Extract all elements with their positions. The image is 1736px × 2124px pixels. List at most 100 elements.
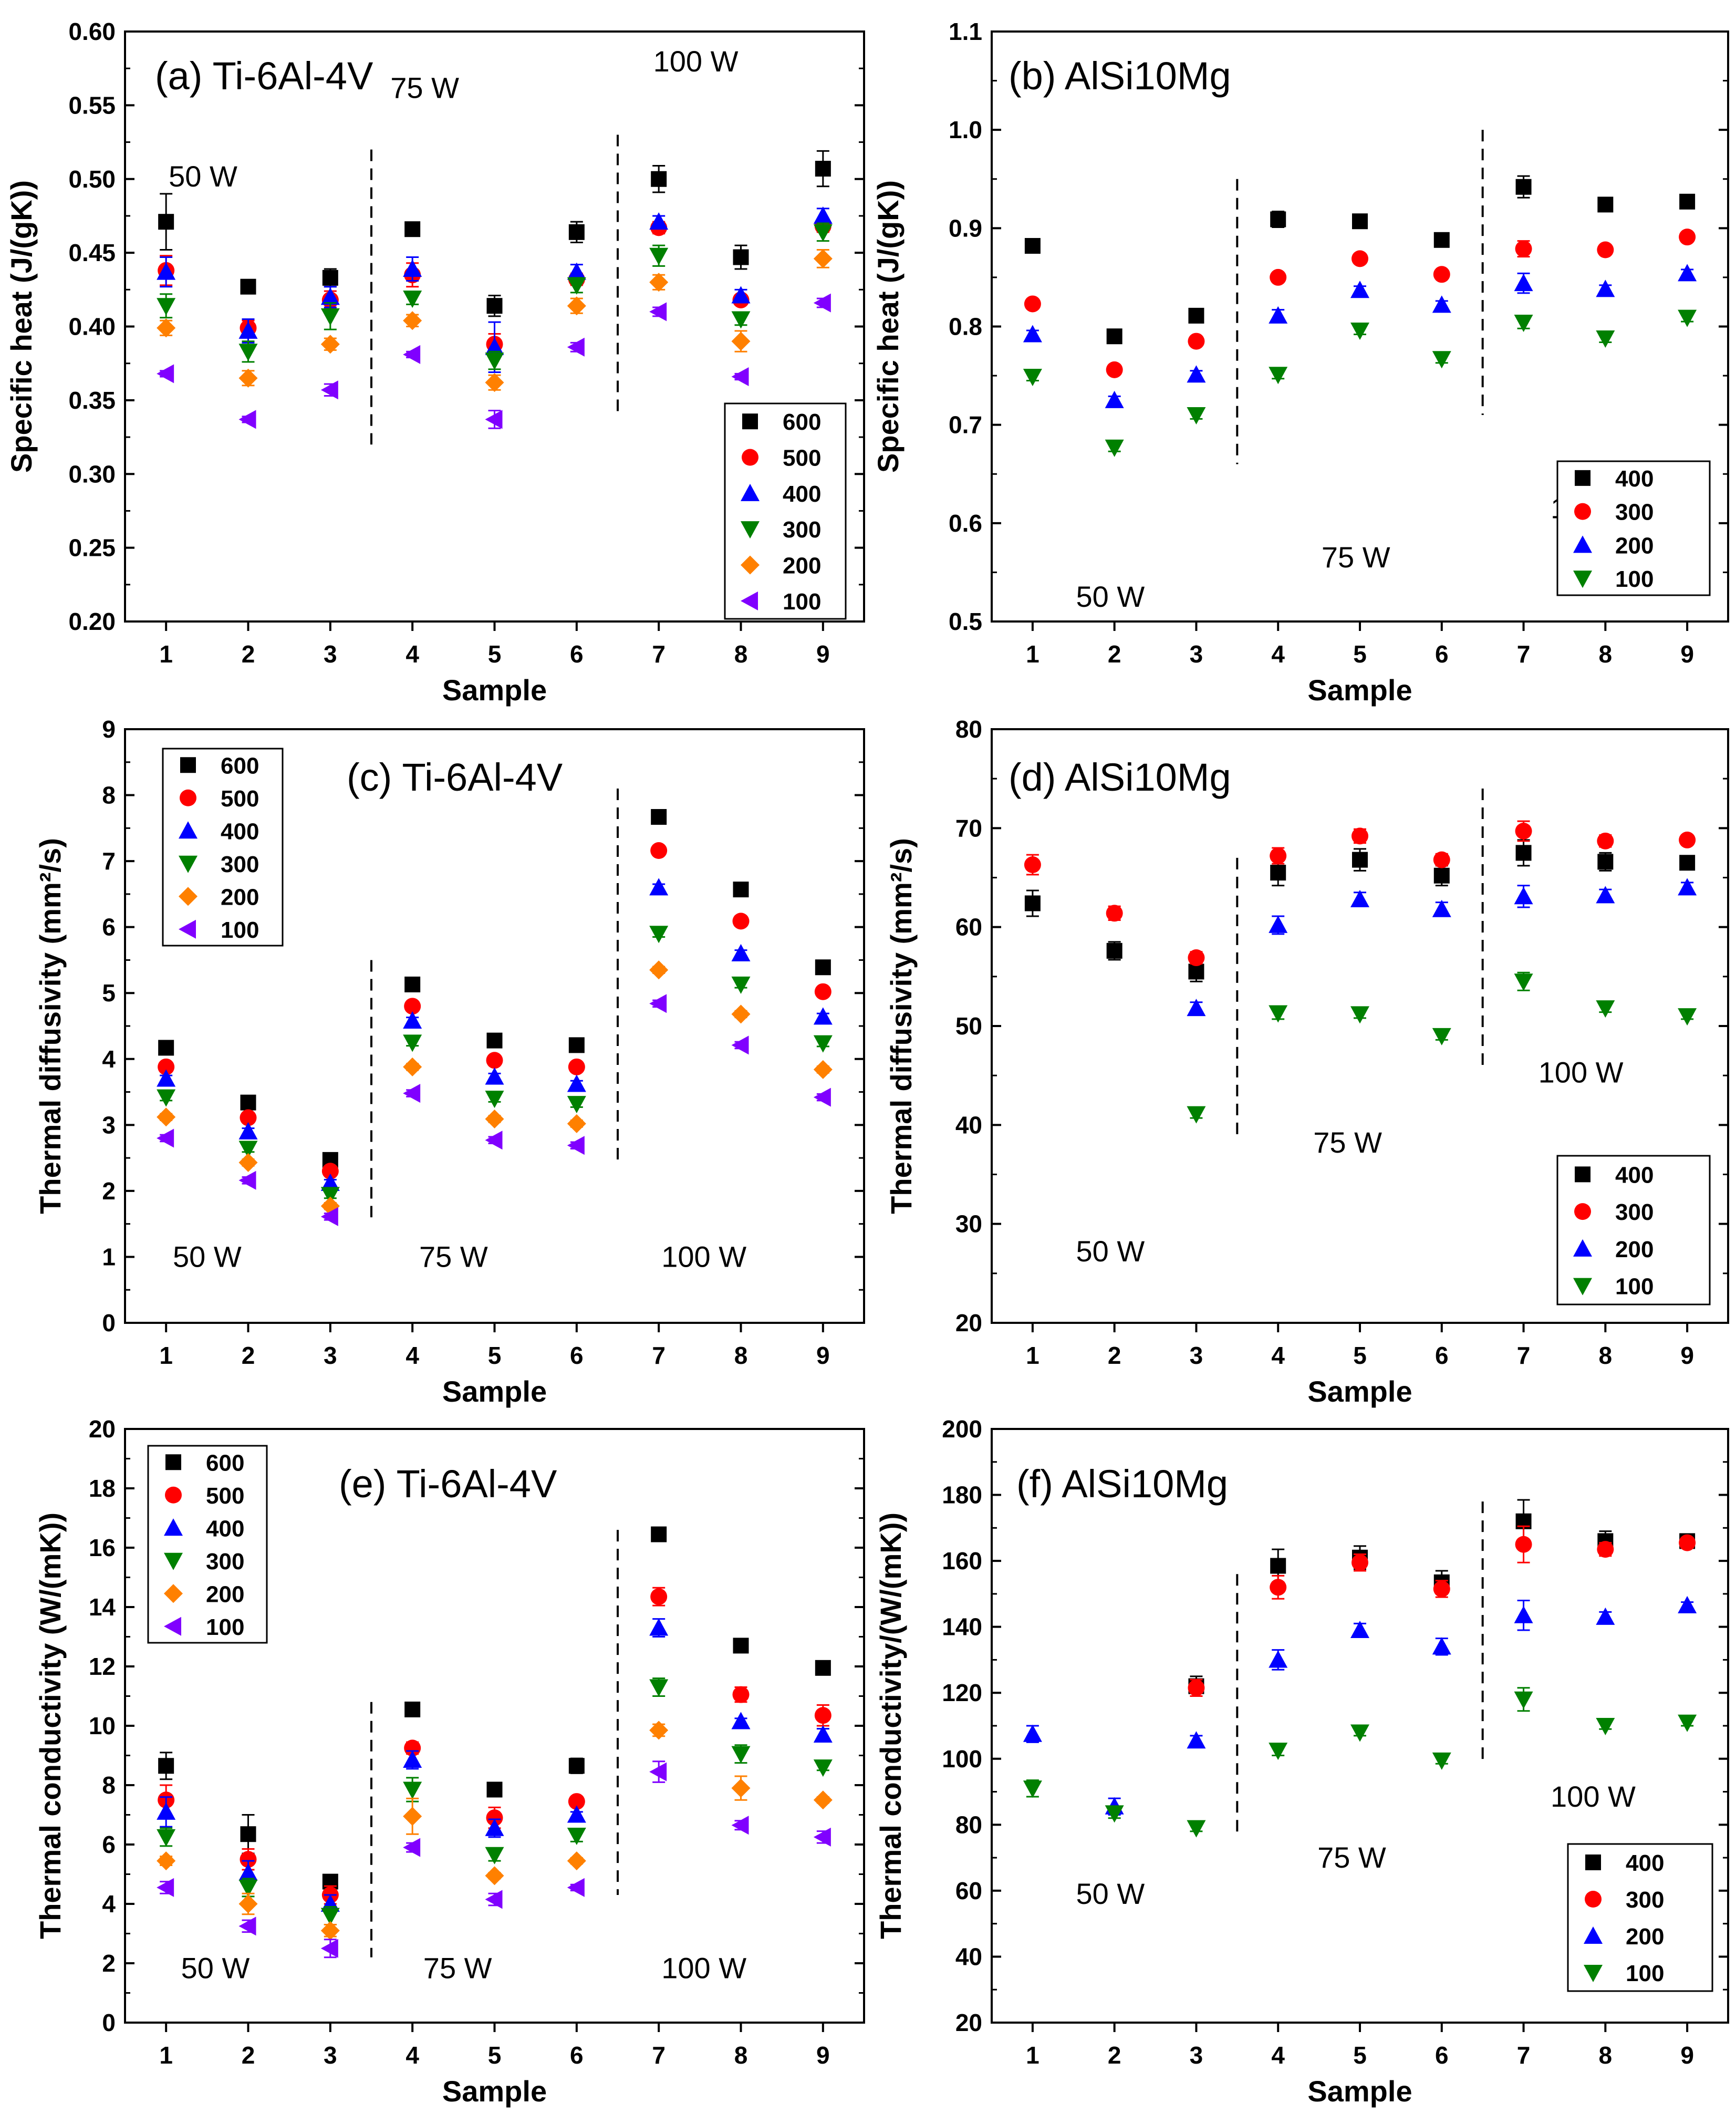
data-point	[731, 367, 749, 386]
y-tick-label: 0.20	[68, 608, 116, 635]
data-point	[1514, 274, 1533, 292]
data-point	[158, 214, 174, 230]
data-point	[1432, 1637, 1451, 1655]
laser-power-label: 75 W	[1313, 1126, 1382, 1159]
legend-marker	[1573, 1278, 1592, 1296]
data-point	[1269, 1650, 1288, 1668]
data-point	[731, 311, 751, 329]
data-point	[320, 287, 340, 305]
y-tick-label: 40	[955, 1943, 982, 1970]
laser-power-label: 75 W	[423, 1951, 492, 1984]
data-point	[403, 1011, 422, 1029]
data-point	[1514, 973, 1533, 991]
data-point	[1187, 1731, 1206, 1749]
data-point	[813, 1060, 833, 1079]
data-point	[1515, 179, 1532, 195]
data-point	[240, 1826, 256, 1842]
x-tick-label: 5	[1353, 2042, 1367, 2069]
data-point	[485, 353, 504, 370]
y-tick-label: 18	[89, 1475, 116, 1502]
data-point	[567, 1114, 586, 1133]
x-tick-label: 9	[1680, 640, 1694, 668]
data-point	[1350, 322, 1369, 340]
x-tick-label: 5	[1353, 1342, 1367, 1369]
y-tick-label: 40	[955, 1111, 982, 1138]
data-point	[238, 368, 258, 388]
legend-label: 300	[206, 1549, 244, 1574]
data-point	[1188, 963, 1204, 980]
data-point	[240, 1851, 257, 1868]
x-tick-label: 6	[570, 1342, 584, 1369]
laser-power-label: 100 W	[1539, 1055, 1624, 1089]
data-point	[1269, 306, 1288, 324]
legend: 600 500 400 300 200 100	[147, 1445, 268, 1644]
y-axis-title: Specific heat (J/(gK))	[5, 180, 38, 473]
x-tick-label: 8	[734, 640, 748, 668]
x-tick-label: 9	[816, 640, 830, 668]
legend-label: 600	[221, 753, 259, 779]
data-point	[1433, 232, 1450, 248]
y-tick-label: 0.55	[68, 91, 116, 119]
data-point	[158, 1758, 174, 1774]
legend-marker	[741, 483, 760, 501]
data-point	[1596, 1607, 1615, 1625]
data-point	[157, 364, 174, 384]
x-tick-label: 4	[1271, 640, 1285, 668]
data-point	[813, 249, 833, 268]
y-tick-label: 0.30	[68, 460, 116, 488]
x-tick-label: 7	[652, 640, 666, 668]
y-tick-label: 10	[89, 1712, 116, 1739]
data-point	[567, 1136, 585, 1155]
x-tick-label: 7	[652, 1342, 666, 1369]
data-point	[1024, 856, 1041, 874]
panel-b-title: (b) AlSi10Mg	[1009, 54, 1231, 98]
panel-b-specific-heat-alsi10mg: (b) AlSi10Mg 0.5 0.6 0.7 0.8 0.9 1.0 1.1 1 2 3 4 5 6…	[871, 18, 1729, 707]
laser-power-label: 50 W	[173, 1240, 242, 1273]
data-point	[1350, 1724, 1369, 1742]
x-tick-label: 1	[159, 640, 173, 668]
x-tick-label: 7	[1517, 2042, 1531, 2069]
data-point	[485, 1131, 503, 1150]
data-point	[1678, 264, 1697, 282]
y-tick-label: 0.45	[68, 239, 116, 266]
x-axis-title: Sample	[442, 2075, 547, 2108]
legend-label: 600	[783, 409, 821, 435]
legend-marker	[180, 757, 196, 773]
data-point	[567, 262, 586, 280]
series-400	[157, 206, 833, 374]
y-tick-label: 200	[942, 1415, 982, 1443]
data-point	[731, 1816, 749, 1835]
data-point	[1515, 1536, 1532, 1553]
panel-e-title: (e) Ti-6Al-4V	[339, 1462, 557, 1506]
data-point	[238, 1863, 258, 1881]
legend-label: 200	[206, 1581, 244, 1607]
data-point	[486, 1032, 503, 1049]
series-400	[1188, 1499, 1696, 1697]
series-100	[157, 1760, 831, 1959]
y-tick-label: 0.60	[68, 18, 116, 45]
data-point	[403, 311, 422, 330]
data-point	[238, 1170, 256, 1190]
data-point	[238, 1916, 256, 1936]
y-tick-label: 80	[955, 716, 982, 743]
x-tick-label: 2	[1108, 2042, 1121, 2069]
data-point	[403, 345, 421, 364]
series-400	[157, 1618, 833, 1914]
data-point	[157, 1802, 176, 1820]
y-tick-label: 16	[89, 1534, 116, 1561]
panel-d-thermal-diffusivity-alsi10mg: (d) AlSi10Mg 20 30 40 50 60 70 80 1 2 3 4 5 6 7 8 9 Samp…	[885, 716, 1729, 1408]
data-point	[240, 278, 256, 295]
x-tick-label: 1	[1026, 1342, 1039, 1369]
x-tick-label: 9	[1680, 1342, 1694, 1369]
laser-power-label: 75 W	[419, 1240, 488, 1273]
data-point	[814, 1707, 831, 1724]
legend-marker	[1574, 1203, 1591, 1220]
y-tick-label: 1	[102, 1243, 116, 1270]
data-point	[486, 298, 503, 314]
data-point	[485, 410, 503, 429]
x-tick-label: 8	[1599, 640, 1613, 668]
y-tick-label: 6	[102, 1831, 116, 1858]
legend-marker	[165, 1454, 181, 1470]
